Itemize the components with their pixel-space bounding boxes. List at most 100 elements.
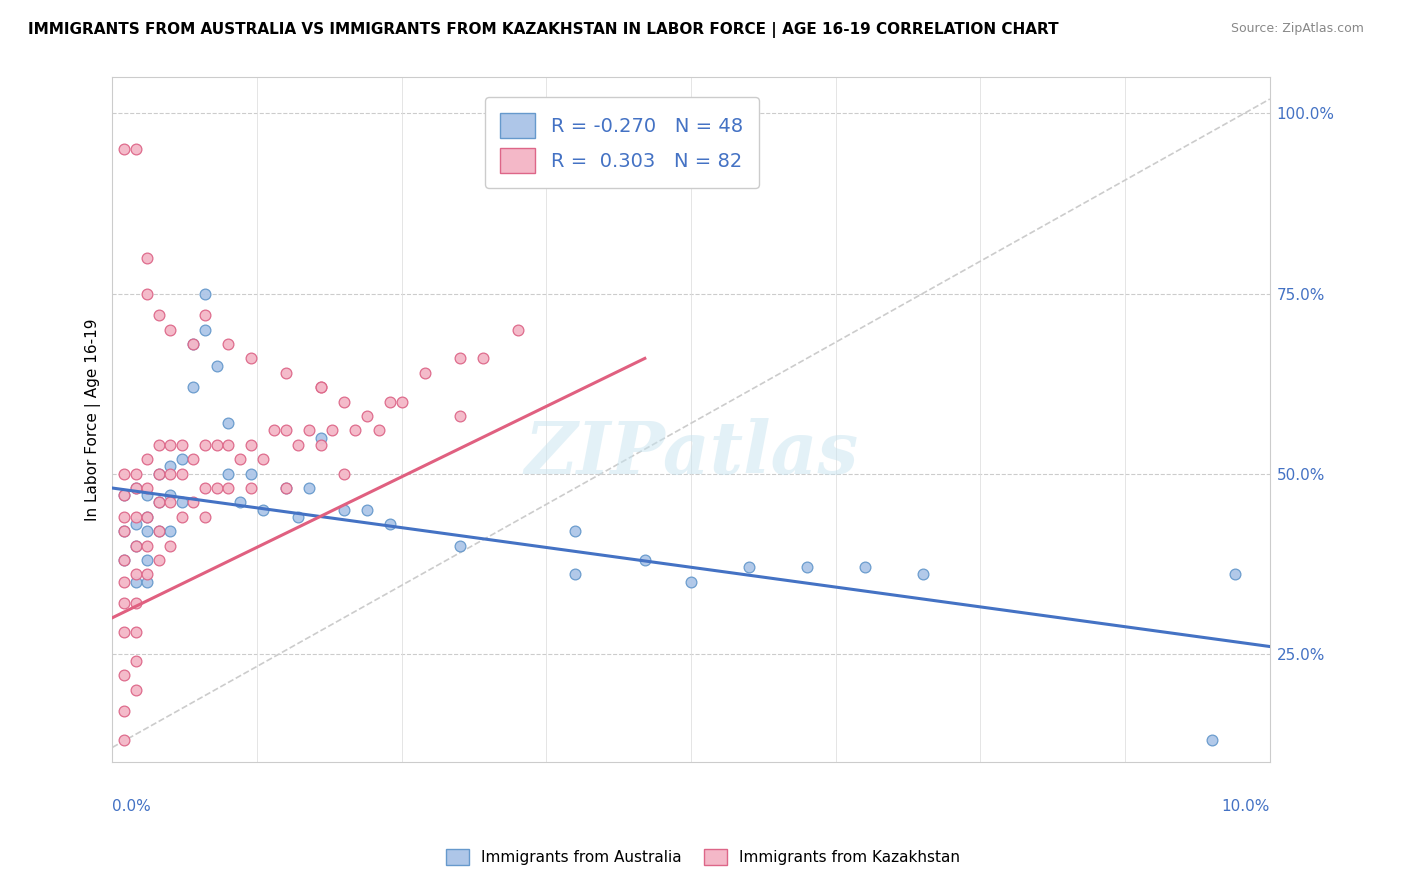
Point [124,539,146,553]
Point [136,509,159,524]
Point [170,438,193,452]
Point [148,524,170,539]
Point [506,322,529,336]
Point [274,481,297,495]
Point [449,351,471,366]
Point [159,322,181,336]
Point [333,502,356,516]
Point [240,481,263,495]
Point [124,467,146,481]
Text: Source: ZipAtlas.com: Source: ZipAtlas.com [1230,22,1364,36]
Point [252,502,274,516]
Point [112,467,135,481]
Point [112,574,135,589]
Point [112,625,135,640]
Point [205,438,228,452]
Point [309,438,332,452]
Point [159,467,181,481]
Point [170,495,193,509]
Point [124,509,146,524]
Point [287,438,309,452]
Point [634,553,657,567]
Point [112,509,135,524]
Point [183,337,205,351]
Point [217,467,239,481]
Point [217,438,239,452]
Point [112,488,135,502]
Point [136,524,159,539]
Point [124,481,146,495]
Point [391,394,413,409]
Point [136,567,159,582]
Text: 10.0%: 10.0% [1222,799,1270,814]
Point [298,424,321,438]
Legend: Immigrants from Australia, Immigrants from Kazakhstan: Immigrants from Australia, Immigrants fr… [440,843,966,871]
Text: ZIPatlas: ZIPatlas [524,418,858,490]
Point [1223,567,1246,582]
Point [112,733,135,747]
Point [356,409,378,423]
Point [564,567,586,582]
Point [321,424,343,438]
Point [136,553,159,567]
Point [240,438,263,452]
Point [194,286,217,301]
Point [413,366,436,380]
Point [124,143,146,157]
Point [471,351,494,366]
Point [112,524,135,539]
Point [159,495,181,509]
Point [911,567,934,582]
Point [229,495,252,509]
Point [136,452,159,467]
Point [112,553,135,567]
Point [159,438,181,452]
Point [148,495,170,509]
Point [287,509,309,524]
Point [309,380,332,394]
Point [124,682,146,697]
Point [124,596,146,610]
Text: IMMIGRANTS FROM AUSTRALIA VS IMMIGRANTS FROM KAZAKHSTAN IN LABOR FORCE | AGE 16-: IMMIGRANTS FROM AUSTRALIA VS IMMIGRANTS … [28,22,1059,38]
Point [183,452,205,467]
Point [124,481,146,495]
Point [333,394,356,409]
Point [136,488,159,502]
Point [112,668,135,682]
Point [170,509,193,524]
Point [298,481,321,495]
Point [148,308,170,322]
Point [367,424,389,438]
Point [148,467,170,481]
Point [240,467,263,481]
Text: 0.0%: 0.0% [112,799,152,814]
Point [124,517,146,532]
Point [112,524,135,539]
Point [112,488,135,502]
Point [309,431,332,445]
Point [853,560,876,574]
Point [124,567,146,582]
Point [159,539,181,553]
Point [124,574,146,589]
Point [136,481,159,495]
Point [681,574,703,589]
Point [449,409,471,423]
Point [183,380,205,394]
Point [274,366,297,380]
Point [564,524,586,539]
Point [112,596,135,610]
Point [309,380,332,394]
Point [159,524,181,539]
Point [148,495,170,509]
Point [112,143,135,157]
Point [217,481,239,495]
Point [194,308,217,322]
Point [148,553,170,567]
Point [148,524,170,539]
Point [344,424,367,438]
Point [194,481,217,495]
Point [194,509,217,524]
Point [159,488,181,502]
Point [136,539,159,553]
